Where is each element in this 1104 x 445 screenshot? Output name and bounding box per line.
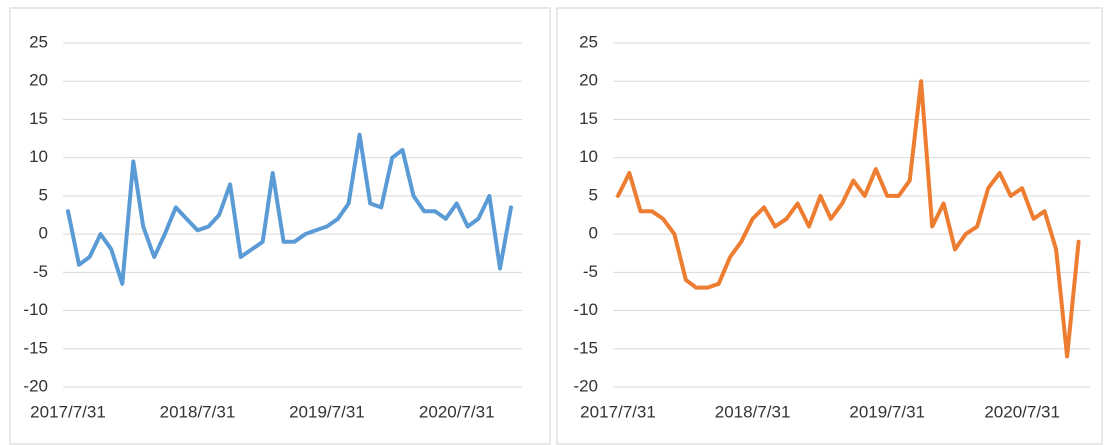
x-tick-label: 2019/7/31	[849, 402, 925, 421]
data-line	[616, 79, 1081, 359]
y-tick-label: -10	[573, 300, 598, 319]
y-tick-label: 20	[579, 71, 598, 90]
y-tick-label: -5	[33, 262, 48, 281]
y-tick-label: 10	[29, 147, 48, 166]
x-tick-label: 2019/7/31	[289, 402, 365, 421]
y-tick-label: 15	[579, 109, 598, 128]
data-line	[66, 132, 513, 286]
y-tick-label: -20	[23, 376, 48, 395]
y-tick-label: -5	[583, 262, 598, 281]
y-tick-label: 5	[39, 185, 48, 204]
x-tick-label: 2020/7/31	[419, 402, 495, 421]
y-tick-label: 0	[39, 224, 48, 243]
y-tick-label: 10	[579, 147, 598, 166]
y-tick-label: 15	[29, 109, 48, 128]
y-tick-label: 25	[29, 32, 48, 51]
y-tick-label: 0	[589, 224, 598, 243]
y-tick-label: 20	[29, 71, 48, 90]
y-tick-label: -10	[23, 300, 48, 319]
x-tick-label: 2017/7/31	[580, 402, 656, 421]
panel-border	[9, 7, 551, 445]
y-tick-label: 25	[579, 32, 598, 51]
x-tick-label: 2018/7/31	[715, 402, 791, 421]
y-tick-label: -15	[23, 338, 48, 357]
x-tick-label: 2018/7/31	[160, 402, 236, 421]
panel-border	[556, 7, 1103, 445]
y-tick-label: -15	[573, 338, 598, 357]
y-tick-label: -20	[573, 376, 598, 395]
y-tick-label: 5	[589, 185, 598, 204]
x-tick-label: 2020/7/31	[984, 402, 1060, 421]
x-tick-label: 2017/7/31	[30, 402, 106, 421]
